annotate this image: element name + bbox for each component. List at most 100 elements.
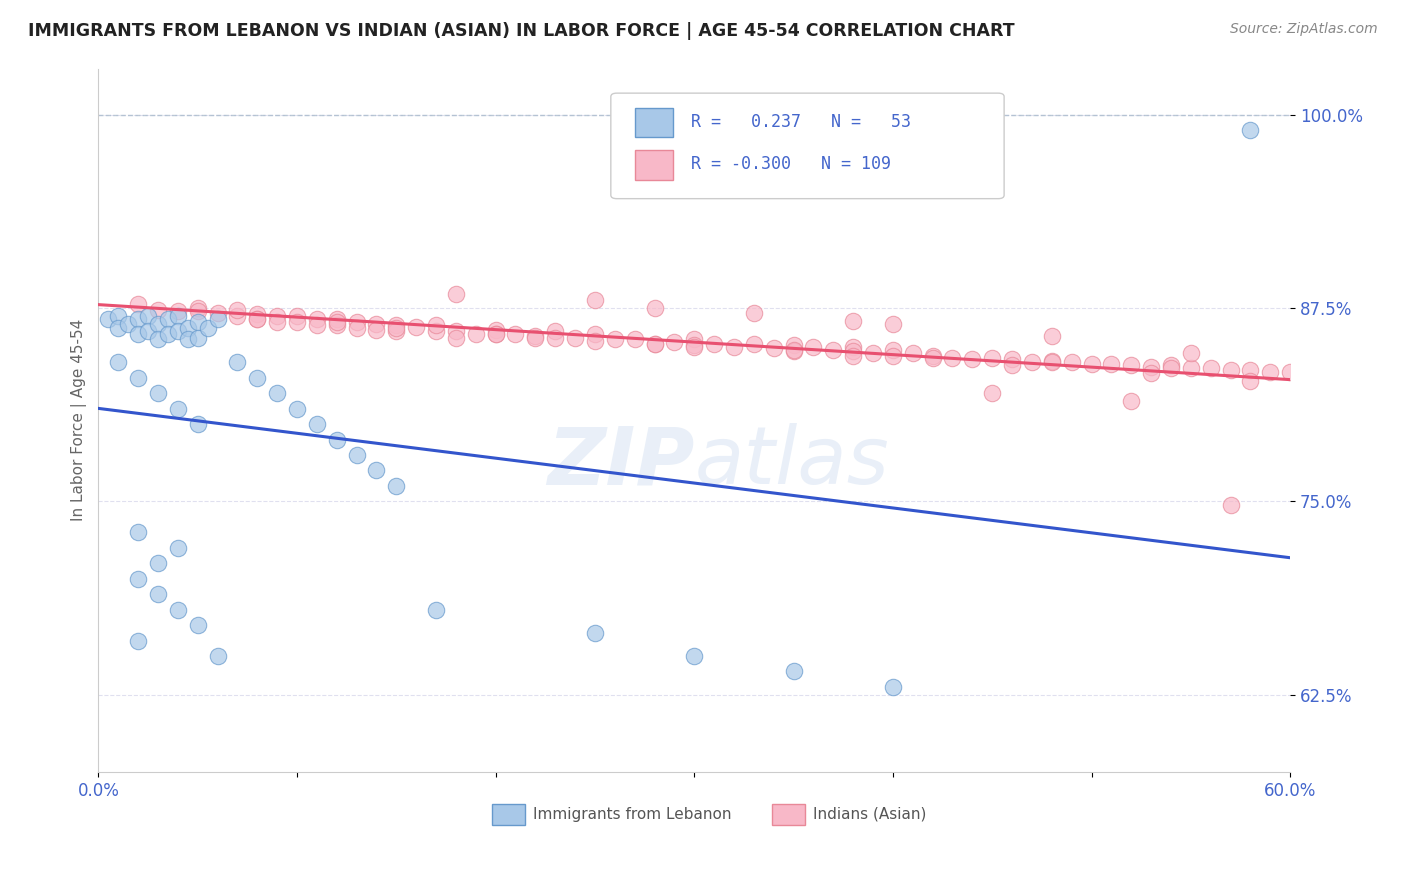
Point — [187, 301, 209, 315]
Point — [683, 338, 706, 352]
Point — [485, 327, 508, 342]
Point — [187, 417, 209, 431]
Point — [146, 587, 169, 601]
Point — [583, 334, 606, 348]
Bar — [634, 150, 673, 179]
Point — [1121, 359, 1143, 373]
Point — [782, 344, 804, 359]
Point — [524, 330, 547, 344]
Point — [782, 343, 804, 357]
Point — [1160, 359, 1182, 373]
Point — [485, 323, 508, 337]
Point — [664, 335, 686, 350]
Point — [842, 313, 865, 327]
Point — [1040, 353, 1063, 368]
Point — [1080, 357, 1102, 371]
Y-axis label: In Labor Force | Age 45-54: In Labor Force | Age 45-54 — [72, 319, 87, 521]
Point — [366, 317, 388, 331]
Point — [882, 317, 904, 331]
Point — [266, 386, 288, 401]
Point — [346, 315, 368, 329]
Point — [325, 433, 347, 447]
Point — [197, 321, 219, 335]
Point — [703, 336, 725, 351]
Point — [901, 346, 924, 360]
Point — [1199, 361, 1222, 376]
Point — [187, 304, 209, 318]
Point — [823, 343, 845, 357]
Point — [1180, 346, 1202, 360]
Point — [207, 306, 229, 320]
Point — [226, 302, 249, 317]
Point — [187, 330, 209, 344]
Text: Indians (Asian): Indians (Asian) — [814, 806, 927, 822]
Point — [425, 324, 447, 338]
Point — [127, 633, 149, 648]
Point — [1121, 393, 1143, 408]
Point — [346, 321, 368, 335]
Point — [285, 401, 308, 416]
Point — [127, 327, 149, 342]
Point — [1219, 363, 1241, 377]
Bar — [492, 804, 524, 825]
Text: IMMIGRANTS FROM LEBANON VS INDIAN (ASIAN) IN LABOR FORCE | AGE 45-54 CORRELATION: IMMIGRANTS FROM LEBANON VS INDIAN (ASIAN… — [28, 22, 1015, 40]
Point — [1239, 374, 1261, 388]
Point — [266, 315, 288, 329]
Point — [981, 351, 1004, 365]
Text: Immigrants from Lebanon: Immigrants from Lebanon — [533, 806, 733, 822]
Point — [1239, 363, 1261, 377]
Point — [346, 448, 368, 462]
Point — [742, 336, 765, 351]
Point — [127, 312, 149, 326]
Point — [842, 344, 865, 359]
Point — [325, 318, 347, 333]
Point — [166, 602, 188, 616]
Point — [842, 340, 865, 354]
Point — [425, 602, 447, 616]
Point — [325, 312, 347, 326]
Point — [187, 618, 209, 632]
Point — [187, 315, 209, 329]
Point — [305, 312, 328, 326]
Point — [644, 301, 666, 315]
Point — [117, 317, 139, 331]
Point — [97, 312, 120, 326]
Point — [136, 324, 159, 338]
Point — [762, 342, 785, 356]
Point — [325, 315, 347, 329]
Point — [1140, 359, 1163, 374]
Point — [723, 340, 745, 354]
Point — [1140, 366, 1163, 380]
Point — [882, 680, 904, 694]
Point — [146, 386, 169, 401]
Point — [803, 340, 825, 354]
Point — [127, 572, 149, 586]
Point — [266, 309, 288, 323]
Point — [127, 525, 149, 540]
Point — [136, 309, 159, 323]
Point — [366, 323, 388, 337]
Point — [156, 312, 179, 326]
Point — [166, 309, 188, 323]
Point — [146, 317, 169, 331]
Point — [742, 306, 765, 320]
Point — [1060, 355, 1083, 369]
Point — [583, 327, 606, 342]
Point — [524, 329, 547, 343]
Point — [882, 343, 904, 357]
Point — [146, 302, 169, 317]
Point — [505, 327, 527, 342]
Text: R = -0.300   N = 109: R = -0.300 N = 109 — [690, 155, 890, 173]
Point — [246, 307, 269, 321]
Point — [941, 351, 963, 365]
Point — [921, 351, 943, 365]
Point — [166, 541, 188, 555]
Bar — [772, 804, 806, 825]
Point — [782, 665, 804, 679]
Point — [385, 324, 408, 338]
Point — [285, 315, 308, 329]
Point — [166, 324, 188, 338]
Point — [385, 321, 408, 335]
Point — [1279, 365, 1302, 379]
Point — [127, 370, 149, 384]
